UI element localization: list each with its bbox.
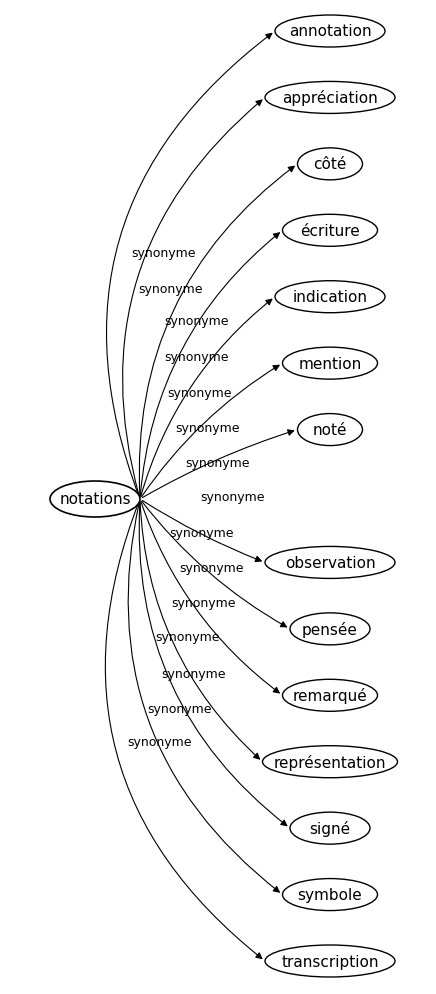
Ellipse shape bbox=[265, 547, 395, 579]
Text: synonyme: synonyme bbox=[167, 387, 232, 400]
Text: synonyme: synonyme bbox=[161, 667, 225, 680]
Ellipse shape bbox=[50, 481, 140, 518]
FancyArrowPatch shape bbox=[106, 502, 262, 958]
FancyArrowPatch shape bbox=[106, 35, 272, 497]
Text: notations: notations bbox=[59, 492, 131, 507]
Text: synonyme: synonyme bbox=[171, 596, 236, 609]
FancyArrowPatch shape bbox=[139, 167, 294, 497]
FancyArrowPatch shape bbox=[141, 502, 279, 693]
Text: symbole: symbole bbox=[298, 888, 362, 903]
Text: synonyme: synonyme bbox=[131, 247, 196, 259]
Text: synonyme: synonyme bbox=[164, 315, 228, 328]
FancyArrowPatch shape bbox=[141, 300, 272, 497]
Ellipse shape bbox=[297, 414, 362, 446]
Text: synonyme: synonyme bbox=[179, 562, 244, 575]
Text: synonyme: synonyme bbox=[164, 351, 229, 364]
Ellipse shape bbox=[262, 746, 398, 778]
Text: représentation: représentation bbox=[274, 754, 386, 770]
FancyArrowPatch shape bbox=[140, 234, 279, 497]
Ellipse shape bbox=[290, 812, 370, 844]
Text: synonyme: synonyme bbox=[200, 490, 265, 503]
FancyArrowPatch shape bbox=[128, 502, 279, 893]
FancyArrowPatch shape bbox=[142, 366, 279, 497]
Text: mention: mention bbox=[298, 356, 361, 372]
Ellipse shape bbox=[283, 680, 378, 712]
Text: signé: signé bbox=[310, 820, 351, 836]
Text: synonyme: synonyme bbox=[155, 630, 220, 644]
Text: appréciation: appréciation bbox=[282, 90, 378, 106]
Text: synonyme: synonyme bbox=[175, 421, 240, 434]
Text: synonyme: synonyme bbox=[186, 456, 250, 469]
Text: synonyme: synonyme bbox=[127, 736, 192, 748]
Text: synonyme: synonyme bbox=[138, 282, 202, 295]
Text: remarqué: remarqué bbox=[293, 688, 368, 704]
Ellipse shape bbox=[283, 215, 378, 248]
Ellipse shape bbox=[275, 16, 385, 48]
FancyArrowPatch shape bbox=[143, 430, 294, 498]
Text: synonyme: synonyme bbox=[147, 702, 212, 715]
FancyArrowPatch shape bbox=[139, 502, 287, 826]
Text: pensée: pensée bbox=[302, 621, 358, 637]
Ellipse shape bbox=[265, 83, 395, 114]
Ellipse shape bbox=[283, 348, 378, 380]
Ellipse shape bbox=[290, 613, 370, 645]
Text: côté: côté bbox=[313, 157, 347, 172]
FancyArrowPatch shape bbox=[142, 502, 286, 627]
Text: écriture: écriture bbox=[300, 224, 360, 239]
Ellipse shape bbox=[283, 879, 378, 911]
Text: indication: indication bbox=[293, 290, 368, 305]
FancyArrowPatch shape bbox=[123, 101, 262, 497]
Text: annotation: annotation bbox=[289, 25, 371, 40]
FancyArrowPatch shape bbox=[140, 502, 259, 759]
Ellipse shape bbox=[275, 281, 385, 313]
Ellipse shape bbox=[265, 945, 395, 977]
Text: observation: observation bbox=[285, 556, 375, 571]
FancyArrowPatch shape bbox=[142, 501, 261, 562]
Text: transcription: transcription bbox=[281, 953, 379, 968]
Text: noté: noté bbox=[313, 422, 347, 437]
Ellipse shape bbox=[297, 149, 362, 181]
Text: synonyme: synonyme bbox=[170, 526, 234, 540]
